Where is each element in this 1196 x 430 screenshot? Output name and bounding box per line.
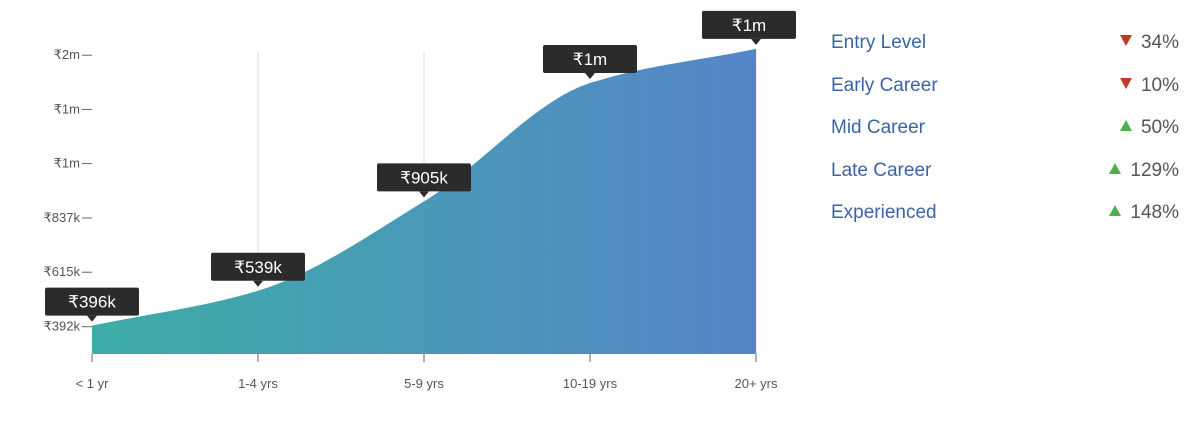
value-tooltip: ₹396k — [45, 287, 139, 322]
legend-label: Experienced — [831, 202, 937, 223]
tooltip-box — [211, 252, 305, 281]
value-tooltip: ₹1m — [543, 45, 637, 80]
tooltip-value: ₹1m — [732, 16, 766, 35]
x-tick-label: 1-4 yrs — [238, 376, 278, 391]
legend-row-early-career: Early Career 10% — [831, 65, 1181, 108]
x-tick-label: 10-19 yrs — [563, 376, 618, 391]
y-tick-label: ₹2m — [54, 47, 80, 62]
legend-percent: 34% — [1140, 32, 1179, 53]
y-tick-label: ₹392k — [44, 319, 81, 334]
legend-percent: 129% — [1130, 159, 1179, 181]
legend-label: Entry Level — [831, 32, 927, 53]
up-arrow-icon — [1109, 205, 1122, 217]
value-tooltip: ₹1m — [702, 10, 796, 45]
legend-value: 50% — [1119, 107, 1179, 150]
tooltip-pointer — [585, 73, 595, 80]
tooltip-pointer — [87, 315, 97, 322]
legend-row-late-career: Late Career 129% — [831, 150, 1181, 193]
tooltip-box — [543, 45, 637, 74]
tooltip-value: ₹539k — [234, 258, 282, 277]
legend-value: 148% — [1109, 192, 1179, 235]
y-tick-label: ₹837k — [44, 210, 81, 225]
x-tick-label: 20+ yrs — [735, 376, 778, 391]
legend-row-mid-career: Mid Career 50% — [831, 107, 1181, 150]
salary-area — [92, 48, 756, 355]
legend-label: Mid Career — [831, 117, 925, 138]
legend-label: Early Career — [831, 74, 938, 96]
salary-area-chart: ₹392k ₹615k ₹837k ₹1m ₹1m ₹2m < 1 yr 1-4 yrs 5-9… — [44, 10, 796, 391]
legend-percent: 148% — [1130, 202, 1179, 223]
value-tooltip: ₹905k — [377, 163, 471, 198]
legend-percent: 50% — [1140, 117, 1179, 138]
x-tick-label: 5-9 yrs — [404, 376, 444, 391]
tooltip-pointer — [751, 38, 761, 45]
career-legend: Entry Level 34% Early Career 10% Mid Car… — [831, 22, 1181, 235]
legend-label: Late Career — [831, 159, 932, 181]
legend-value: 129% — [1109, 150, 1179, 193]
tooltip-value: ₹396k — [68, 293, 116, 312]
legend-row-experienced: Experienced 148% — [831, 192, 1181, 235]
down-arrow-icon — [1119, 77, 1132, 89]
tooltip-value: ₹1m — [573, 50, 607, 69]
up-arrow-icon — [1119, 120, 1132, 132]
up-arrow-icon — [1109, 162, 1122, 174]
tooltip-box — [702, 10, 796, 39]
y-tick-label: ₹615k — [44, 264, 81, 279]
tooltip-pointer — [419, 191, 429, 198]
legend-value: 10% — [1119, 65, 1179, 108]
y-tick-label: ₹1m — [54, 101, 80, 116]
tooltip-value: ₹905k — [400, 168, 448, 187]
tooltip-pointer — [253, 280, 263, 287]
y-tick-label: ₹1m — [54, 156, 80, 171]
value-tooltip: ₹539k — [211, 252, 305, 287]
down-arrow-icon — [1119, 35, 1132, 47]
tooltip-box — [45, 287, 139, 316]
tooltip-box — [377, 163, 471, 192]
x-tick-label: < 1 yr — [76, 376, 110, 391]
legend-percent: 10% — [1140, 74, 1179, 96]
legend-value: 34% — [1119, 22, 1179, 65]
legend-row-entry-level: Entry Level 34% — [831, 22, 1181, 65]
